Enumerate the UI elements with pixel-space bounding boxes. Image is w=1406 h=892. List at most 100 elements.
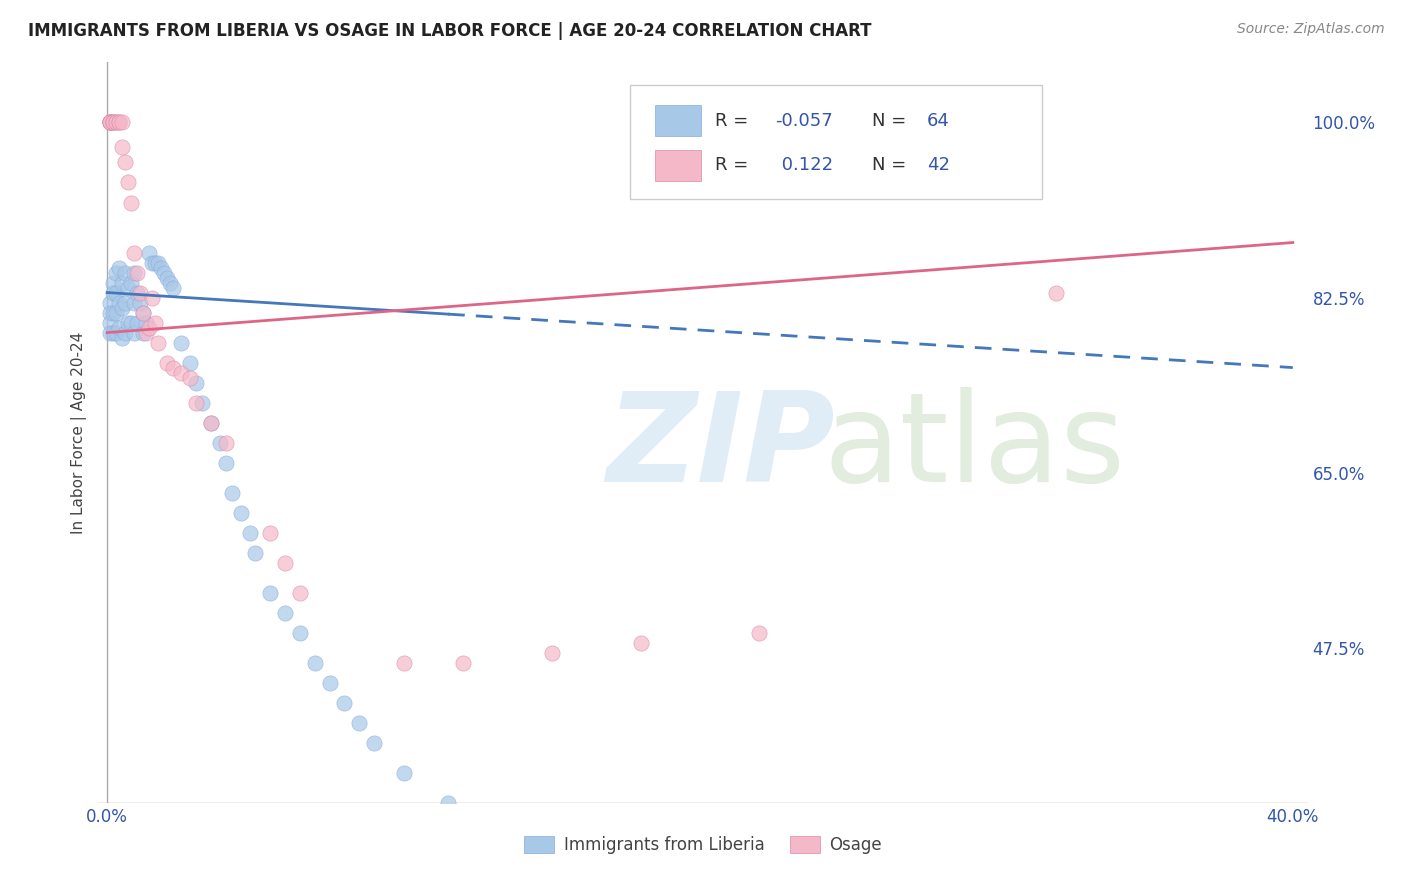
Text: 64: 64 xyxy=(927,112,949,130)
Point xyxy=(111,140,134,154)
Point xyxy=(132,305,155,319)
Point xyxy=(135,326,157,340)
Point xyxy=(170,335,193,350)
Point xyxy=(105,305,128,319)
FancyBboxPatch shape xyxy=(630,85,1042,200)
Point xyxy=(120,316,142,330)
Point xyxy=(146,255,169,269)
Point xyxy=(221,485,243,500)
Point xyxy=(288,585,311,599)
Point xyxy=(122,266,145,280)
Point xyxy=(191,395,214,409)
Point xyxy=(98,316,121,330)
Point xyxy=(159,276,181,290)
Point xyxy=(114,155,136,169)
Point xyxy=(179,370,201,384)
Point xyxy=(149,260,172,275)
Point xyxy=(103,285,125,300)
Point xyxy=(98,115,121,129)
Point xyxy=(98,295,121,310)
Point xyxy=(135,316,157,330)
Point xyxy=(98,115,121,129)
Point xyxy=(129,285,152,300)
Point xyxy=(200,416,222,430)
Point xyxy=(98,305,121,319)
Point xyxy=(105,115,128,129)
Point xyxy=(141,255,163,269)
Point xyxy=(117,176,139,190)
Point xyxy=(108,115,131,129)
Point xyxy=(105,285,128,300)
Point xyxy=(98,115,121,129)
Point xyxy=(186,395,208,409)
Point xyxy=(122,245,145,260)
Point xyxy=(111,276,134,290)
Point xyxy=(111,115,134,129)
Text: N =: N = xyxy=(872,112,912,130)
Point xyxy=(451,656,474,670)
Point xyxy=(108,115,131,129)
Text: R =: R = xyxy=(716,156,754,174)
Point xyxy=(162,360,184,375)
Point xyxy=(132,326,155,340)
Point xyxy=(363,736,385,750)
Point xyxy=(125,316,148,330)
Point xyxy=(114,266,136,280)
Point xyxy=(98,115,121,129)
Point xyxy=(208,435,231,450)
Point xyxy=(259,525,281,540)
Point xyxy=(105,326,128,340)
Text: Source: ZipAtlas.com: Source: ZipAtlas.com xyxy=(1237,22,1385,37)
Point xyxy=(229,506,252,520)
Point xyxy=(103,326,125,340)
Point xyxy=(105,266,128,280)
Point xyxy=(215,435,238,450)
Text: 0.122: 0.122 xyxy=(776,156,832,174)
Point xyxy=(748,625,770,640)
Text: atlas: atlas xyxy=(824,387,1126,508)
Point xyxy=(138,245,160,260)
Point xyxy=(103,305,125,319)
FancyBboxPatch shape xyxy=(655,105,700,136)
Point xyxy=(152,266,174,280)
Point xyxy=(125,285,148,300)
Point xyxy=(288,625,311,640)
Text: -0.057: -0.057 xyxy=(776,112,834,130)
Point xyxy=(259,585,281,599)
Point xyxy=(318,675,340,690)
Point xyxy=(155,270,177,285)
Point xyxy=(245,546,267,560)
Point xyxy=(111,330,134,344)
Point xyxy=(215,456,238,470)
Point xyxy=(122,295,145,310)
Text: 42: 42 xyxy=(927,156,949,174)
Point xyxy=(333,696,356,710)
Point xyxy=(162,280,184,294)
Point xyxy=(120,195,142,210)
Point xyxy=(108,260,131,275)
Point xyxy=(105,115,128,129)
Point xyxy=(143,255,166,269)
Point xyxy=(347,715,370,730)
Point xyxy=(155,355,177,369)
Point xyxy=(122,326,145,340)
Point xyxy=(170,366,193,380)
Text: IMMIGRANTS FROM LIBERIA VS OSAGE IN LABOR FORCE | AGE 20-24 CORRELATION CHART: IMMIGRANTS FROM LIBERIA VS OSAGE IN LABO… xyxy=(28,22,872,40)
Point xyxy=(239,525,262,540)
Text: N =: N = xyxy=(872,156,912,174)
Point xyxy=(108,320,131,334)
Point xyxy=(392,656,415,670)
Point xyxy=(132,305,155,319)
Point xyxy=(200,416,222,430)
Point xyxy=(186,376,208,390)
Point xyxy=(98,115,121,129)
Point xyxy=(138,320,160,334)
Point xyxy=(103,115,125,129)
Point xyxy=(108,295,131,310)
Point xyxy=(146,335,169,350)
FancyBboxPatch shape xyxy=(655,150,700,181)
Point xyxy=(117,316,139,330)
Point xyxy=(120,276,142,290)
Point xyxy=(437,796,460,810)
Point xyxy=(114,295,136,310)
